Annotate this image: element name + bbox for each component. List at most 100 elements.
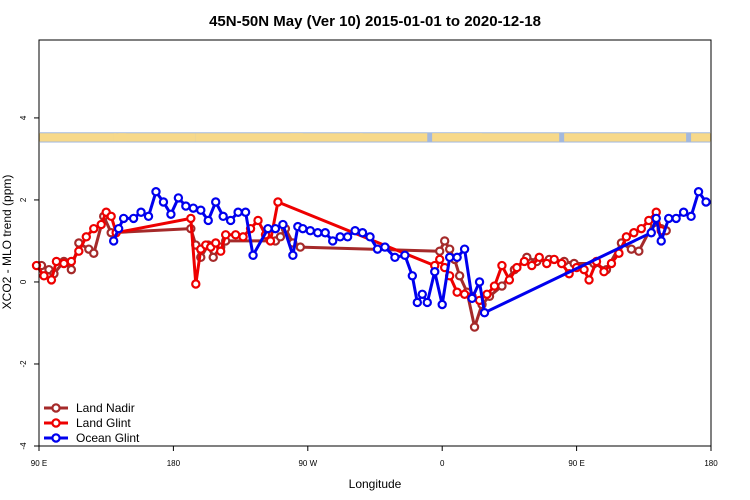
point-2-7	[158, 197, 169, 207]
point-1-43	[534, 252, 544, 263]
point-2-32	[350, 225, 360, 236]
point-2-31	[342, 232, 353, 242]
point-1-21	[230, 230, 241, 240]
point-1-1	[39, 271, 49, 281]
legend-marker-1	[51, 418, 61, 428]
point-2-58	[693, 187, 704, 197]
point-2-29	[327, 236, 338, 246]
point-2-40	[412, 297, 423, 308]
point-2-5	[143, 211, 154, 222]
point-2-55	[671, 213, 681, 224]
point-2-1	[113, 223, 124, 234]
point-0-31	[497, 281, 507, 291]
point-2-19	[248, 250, 258, 261]
point-2-21	[270, 223, 281, 234]
x-tick-label-0: 90 E	[31, 459, 47, 468]
point-0-21	[295, 242, 306, 252]
y-tick-label-4: 4	[19, 115, 28, 120]
point-2-13	[203, 215, 213, 226]
legend-marker-2	[51, 433, 61, 443]
map-land-8	[432, 133, 560, 142]
point-2-39	[407, 271, 418, 281]
point-1-36	[482, 289, 492, 299]
point-2-4	[136, 207, 146, 217]
chart-title: 45N-50N May (Ver 10) 2015-01-01 to 2020-…	[209, 13, 541, 30]
point-2-35	[372, 244, 383, 254]
point-2-33	[357, 228, 368, 238]
point-1-20	[220, 230, 231, 240]
point-2-25	[298, 223, 308, 234]
point-2-20	[263, 223, 273, 234]
point-1-14	[191, 279, 201, 289]
point-2-45	[444, 252, 455, 263]
map-land-3	[113, 133, 196, 142]
point-2-48	[467, 293, 477, 304]
x-tick-label-2: 90 W	[298, 459, 317, 468]
point-0-14	[208, 252, 218, 263]
x-tick-label-4: 90 E	[568, 459, 584, 468]
point-1-57	[636, 223, 647, 234]
point-2-57	[686, 211, 696, 222]
point-2-56	[678, 207, 689, 217]
point-1-5	[66, 256, 77, 267]
point-1-52	[599, 267, 609, 277]
point-1-13	[186, 213, 196, 224]
point-1-50	[584, 275, 594, 285]
map-land-9	[564, 133, 687, 142]
map-land-6	[360, 133, 428, 142]
point-2-44	[437, 299, 447, 310]
y-tick-label-0: -4	[19, 442, 28, 450]
point-2-12	[196, 205, 206, 215]
point-1-24	[253, 215, 263, 226]
point-2-51	[646, 228, 656, 238]
point-1-46	[556, 258, 567, 269]
point-1-18	[211, 238, 221, 248]
point-2-49	[474, 277, 485, 287]
point-2-27	[313, 228, 323, 238]
point-0-24	[444, 244, 455, 254]
point-2-38	[400, 250, 410, 261]
point-2-34	[365, 232, 375, 242]
y-tick-label-2: 0	[19, 279, 28, 284]
point-2-23	[288, 250, 298, 261]
point-2-15	[218, 211, 228, 222]
point-2-42	[422, 297, 432, 308]
point-2-37	[390, 252, 400, 263]
legend-label-2: Ocean Glint	[76, 431, 140, 445]
point-0-41	[626, 244, 637, 254]
map-land-5	[290, 133, 363, 142]
x-tick-label-3: 0	[440, 459, 445, 468]
series-2	[108, 187, 711, 318]
point-2-36	[380, 242, 390, 252]
point-1-42	[527, 260, 537, 271]
point-2-0	[108, 236, 119, 246]
point-2-46	[452, 252, 462, 263]
point-1-38	[497, 260, 507, 271]
point-2-22	[278, 219, 288, 230]
point-1-22	[238, 232, 248, 242]
point-2-59	[701, 197, 711, 207]
point-2-6	[151, 187, 161, 197]
point-1-9	[96, 219, 106, 230]
point-2-17	[233, 207, 243, 217]
x-tick-label-1: 180	[167, 459, 181, 468]
point-2-11	[188, 203, 199, 213]
map-strip	[39, 132, 711, 143]
point-1-3	[51, 256, 62, 267]
x-axis-label: Longitude	[349, 477, 402, 491]
point-0-28	[469, 322, 480, 332]
point-1-4	[59, 258, 69, 269]
point-1-37	[489, 281, 500, 291]
point-1-40	[512, 262, 522, 273]
point-2-3	[128, 213, 139, 224]
point-1-53	[606, 258, 617, 269]
point-1-27	[273, 197, 283, 207]
y-tick-label-1: -2	[19, 360, 28, 368]
point-0-18	[275, 232, 286, 242]
point-1-11	[106, 211, 116, 222]
point-2-18	[240, 207, 251, 217]
point-1-0	[31, 260, 42, 271]
map-land-4	[195, 133, 303, 142]
